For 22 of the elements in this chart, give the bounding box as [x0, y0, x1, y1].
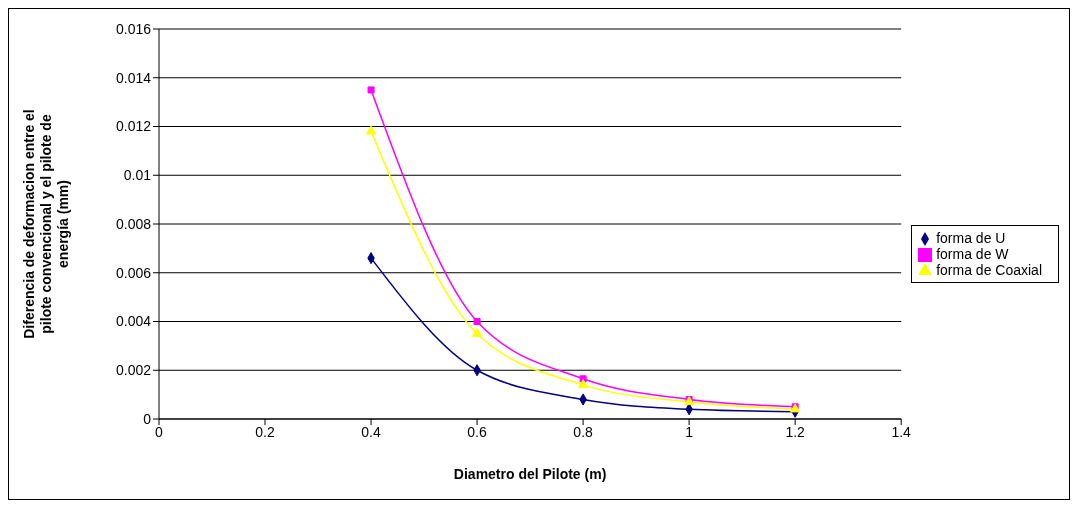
x-tick-label: 0 [155, 423, 164, 440]
y-axis-title: Diferencia de deformacion entre el pilote convencional y el pilote de energía (mm) [21, 109, 71, 339]
y-tick-label: 0.014 [115, 69, 152, 86]
y-tick-label: 0.004 [115, 313, 152, 330]
x-tick-label: 0.8 [573, 423, 594, 440]
y-tick-label: 0.012 [115, 118, 152, 135]
y-tick-label: 0.01 [123, 167, 152, 184]
y-tick-label: 0 [143, 410, 152, 427]
x-axis-title: Diametro del Pilote (m) [453, 466, 607, 482]
x-tick-label: 0.4 [361, 423, 381, 440]
x-tick-label: 1.2 [785, 423, 806, 440]
legend-label: forma de W [936, 245, 1009, 262]
x-tick-label: 1.4 [891, 423, 912, 440]
x-tick-label: 0.6 [467, 423, 488, 440]
y-tick-label: 0.016 [115, 20, 152, 37]
x-tick-label: 0.2 [255, 423, 275, 440]
legend-label: forma de Coaxial [936, 262, 1042, 279]
y-tick-label: 0.006 [115, 264, 152, 281]
y-tick-label: 0.008 [115, 215, 152, 232]
x-tick-label: 1 [685, 423, 694, 440]
y-tick-label: 0.002 [115, 362, 152, 379]
legend-label: forma de U [936, 229, 1006, 246]
